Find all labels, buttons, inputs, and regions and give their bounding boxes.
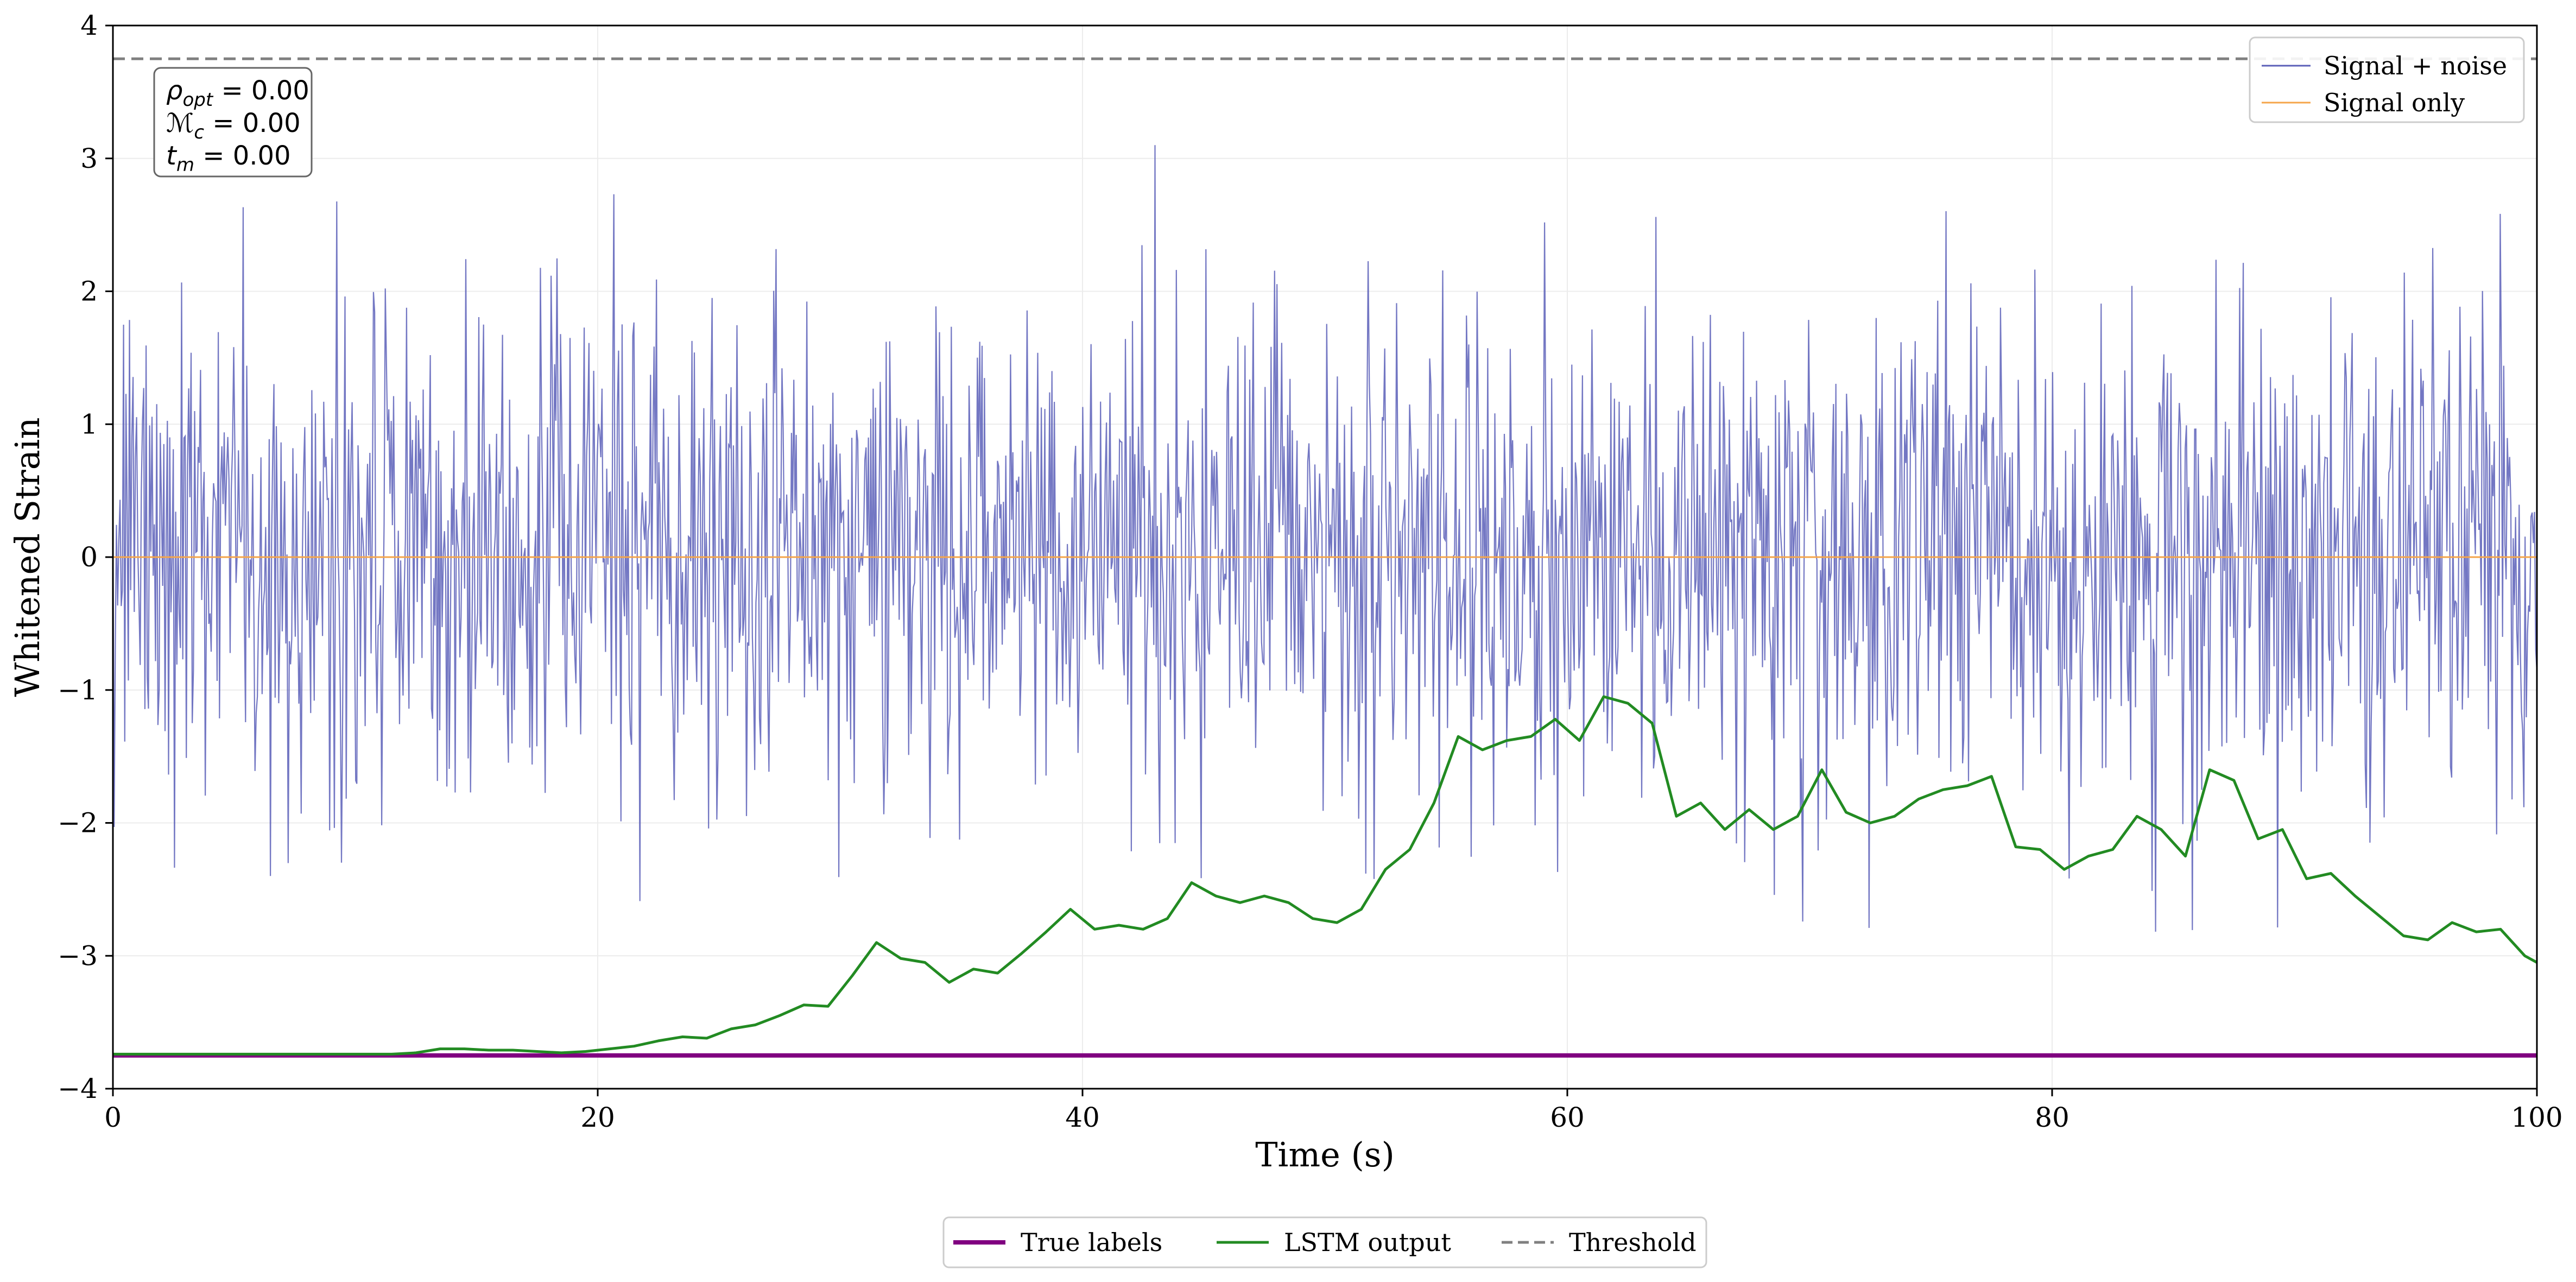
y-tick-label: −1 (58, 674, 98, 706)
x-tick-label: 20 (580, 1102, 615, 1133)
legend-frame (942, 1216, 1707, 1268)
y-tick-label: −2 (58, 807, 98, 839)
legend-label: LSTM output (1284, 1228, 1451, 1257)
series-layer (113, 57, 2537, 1058)
x-axis-title: Time (s) (1255, 1135, 1395, 1174)
y-tick-label: 2 (80, 276, 98, 307)
x-tick-label: 80 (2035, 1102, 2069, 1133)
ticks: 0 20 40 60 80 100 −4 −3 −2 −1 0 1 2 3 4 (58, 10, 2562, 1133)
y-tick-label: −4 (58, 1073, 98, 1104)
y-tick-label: 3 (80, 143, 98, 174)
legend-label: Threshold (1569, 1228, 1697, 1257)
x-tick-label: 40 (1065, 1102, 1100, 1133)
legend-label: Signal only (2324, 88, 2465, 117)
annotation-line: ρopt = 0.00 (166, 75, 309, 111)
y-axis-title: Whitened Strain (8, 418, 47, 697)
legend-frame (2249, 36, 2525, 123)
legend-label: True labels (1021, 1228, 1162, 1257)
series-lstm-output (113, 695, 2537, 1056)
x-tick-label: 60 (1550, 1102, 1585, 1133)
y-tick-label: 1 (80, 408, 98, 440)
x-tick-label: 0 (104, 1102, 122, 1133)
y-tick-label: 0 (80, 541, 98, 573)
series-signal-noise (113, 145, 2537, 932)
legend-below: True labels LSTM output Threshold (942, 1216, 1707, 1268)
legend-upper-right: Signal + noise Signal only (2249, 36, 2525, 123)
annotation-frame (153, 67, 313, 178)
legend-label: Signal + noise (2324, 51, 2507, 80)
y-tick-label: −3 (58, 940, 98, 971)
y-tick-label: 4 (80, 10, 98, 41)
x-tick-label: 100 (2511, 1102, 2562, 1133)
annotation-line: tm = 0.00 (166, 141, 291, 176)
annotation-line: ℳc = 0.00 (166, 108, 301, 143)
